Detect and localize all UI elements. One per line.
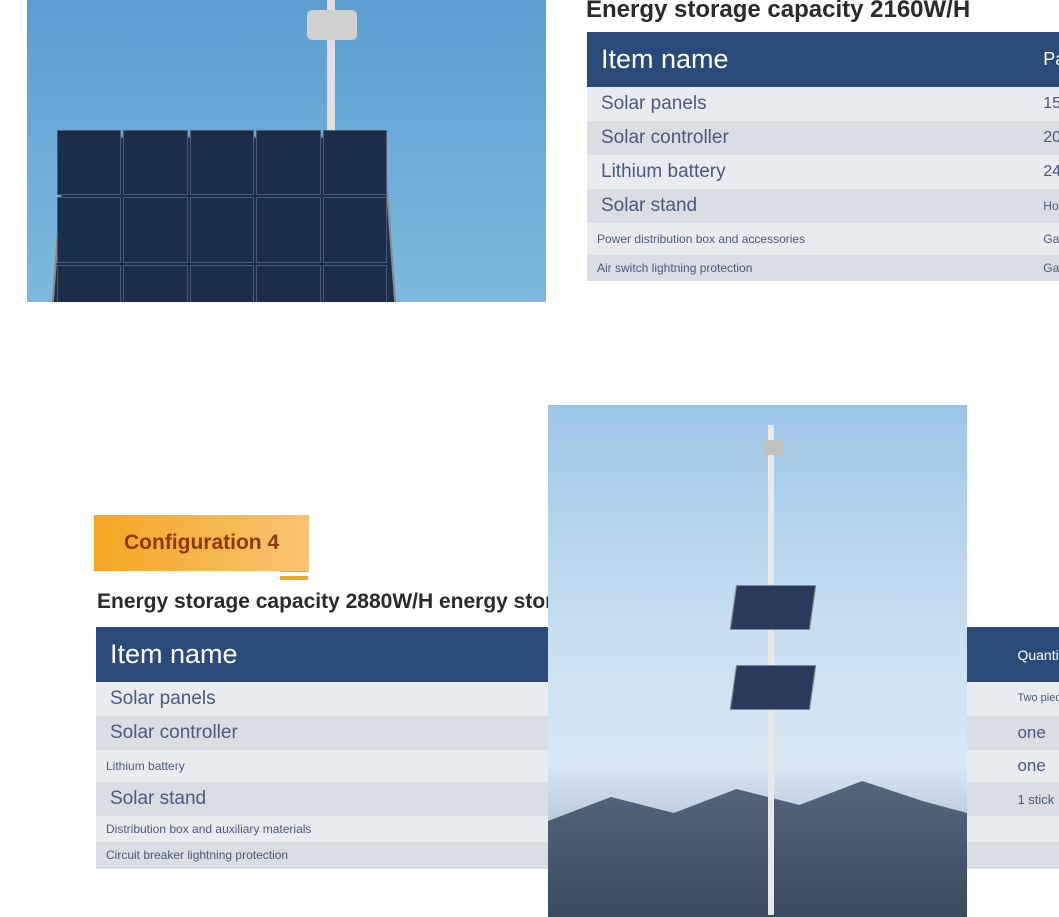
table-row: Solar panels150WTwo pieces — [587, 87, 1059, 121]
section-heading-1: Energy storage capacity 2160W/H — [586, 0, 970, 24]
cell-item: Air switch lightning protection — [587, 255, 1033, 281]
cell-qty — [1007, 842, 1059, 868]
configuration-badge: Configuration 4 — [94, 515, 309, 571]
section-heading-2: Energy storage capacity 2880W/H energy s… — [97, 590, 590, 614]
cell-item: Solar controller — [587, 121, 1033, 155]
solar-panel-illustration — [730, 585, 816, 630]
cell-item: Lithium battery — [587, 155, 1033, 189]
table-row: Solar standHot-dip galvanizing1 stick — [587, 189, 1059, 223]
th-item: Item name — [96, 627, 539, 682]
cell-qty: 1 stick — [1007, 782, 1059, 816]
table-row: Lithium battery24V90AHone — [587, 155, 1059, 189]
cell-param: Galvanized sheet outdoor rain box 4 sets — [1033, 255, 1059, 281]
cell-param: Hot-dip galvanizing — [1033, 189, 1059, 223]
cell-item: Solar panels — [587, 87, 1033, 121]
config-label: Configuration 4 — [124, 531, 279, 554]
solar-panel-illustration — [730, 665, 816, 710]
solar-panel-illustration — [57, 130, 387, 302]
table-row: Air switch lightning protectionGalvanize… — [587, 255, 1059, 281]
cell-item: Solar stand — [587, 189, 1033, 223]
top-product-image — [27, 0, 546, 302]
cell-item: Power distribution box and accessories — [587, 223, 1033, 255]
table-row: Solar controller20Aone — [587, 121, 1059, 155]
cell-item: Circuit breaker lightning protection — [96, 842, 539, 868]
table-row: Power distribution box and accessoriesGa… — [587, 223, 1059, 255]
cell-item: Solar stand — [96, 782, 539, 816]
th-item: Item name — [587, 32, 1033, 87]
camera-illustration — [763, 440, 783, 455]
cell-item: Distribution box and auxiliary materials — [96, 816, 539, 842]
cell-qty — [1007, 816, 1059, 842]
cell-item: Solar controller — [96, 716, 539, 750]
spec-table-1: Item name Parameters Quantity Solar pane… — [587, 32, 1059, 281]
cell-item: Solar panels — [96, 682, 539, 716]
cell-item: Lithium battery — [96, 750, 539, 782]
mountain-illustration — [548, 757, 967, 917]
cell-qty: one — [1007, 716, 1059, 750]
cell-param: Galvanized sheet outdoor rain box — [1033, 223, 1059, 255]
th-qty: Quantity — [1007, 627, 1059, 682]
camera-illustration — [307, 10, 357, 40]
cell-qty: one — [1007, 750, 1059, 782]
th-param: Parameters — [1033, 32, 1059, 87]
cell-param: 150W — [1033, 87, 1059, 121]
cell-param: 24V90AH — [1033, 155, 1059, 189]
cell-qty: Two pieces — [1007, 682, 1059, 716]
table-header-row: Item name Parameters Quantity — [587, 32, 1059, 87]
cell-param: 20A — [1033, 121, 1059, 155]
bottom-product-image — [548, 405, 967, 917]
